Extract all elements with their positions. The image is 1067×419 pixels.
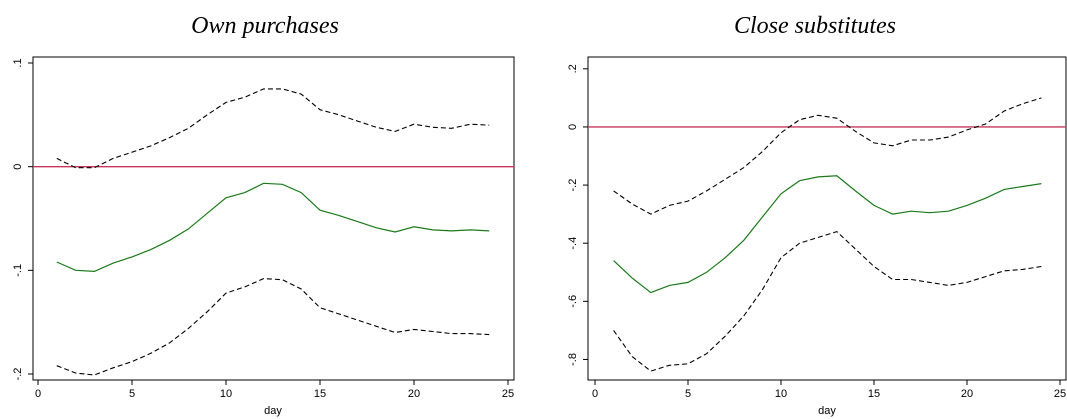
- panel-title: Own purchases: [191, 13, 339, 39]
- lower-confidence-band: [56, 278, 490, 376]
- x-tick-label: 5: [685, 388, 691, 400]
- x-tick-label: 10: [220, 388, 232, 400]
- panel-own-purchases: Own purchases 0 5 10 15 20 25 -.2 -.1 0 .1 day: [12, 13, 515, 417]
- panel-title: Close substitutes: [734, 13, 896, 39]
- upper-confidence-band: [613, 97, 1042, 215]
- y-tick-label: -.2: [12, 368, 24, 381]
- y-tick-label: -.6: [567, 295, 579, 308]
- plot-frame: [32, 56, 515, 381]
- x-tick-label: 5: [129, 388, 135, 400]
- y-tick-label: 0: [567, 124, 579, 130]
- x-tick-label: 25: [502, 388, 514, 400]
- estimate-line: [56, 182, 490, 273]
- plot-frame: [587, 56, 1067, 381]
- lower-confidence-band: [613, 230, 1042, 372]
- x-tick-label: 0: [592, 388, 598, 400]
- x-tick-label: 15: [868, 388, 880, 400]
- x-axis-label: day: [818, 405, 836, 417]
- x-tick-label: 0: [35, 388, 41, 400]
- y-tick-label: .1: [12, 58, 24, 67]
- panel-close-substitutes: Close substitutes 0 5 10 15 20 25 -.8 -.6 -.4 -.…: [567, 13, 1067, 417]
- y-tick-label: .2: [567, 64, 579, 73]
- upper-confidence-band: [56, 88, 490, 169]
- y-tick-label: 0: [12, 164, 24, 170]
- x-axis-label: day: [264, 405, 282, 417]
- x-tick-label: 20: [408, 388, 420, 400]
- y-tick-label: -.8: [567, 353, 579, 366]
- x-tick-label: 25: [1054, 388, 1066, 400]
- estimate-line: [613, 175, 1042, 294]
- y-tick-label: -.2: [567, 179, 579, 192]
- y-tick-label: -.4: [567, 237, 579, 250]
- y-tick-label: -.1: [12, 264, 24, 277]
- x-tick-label: 15: [314, 388, 326, 400]
- x-tick-label: 10: [775, 388, 787, 400]
- x-tick-label: 20: [961, 388, 973, 400]
